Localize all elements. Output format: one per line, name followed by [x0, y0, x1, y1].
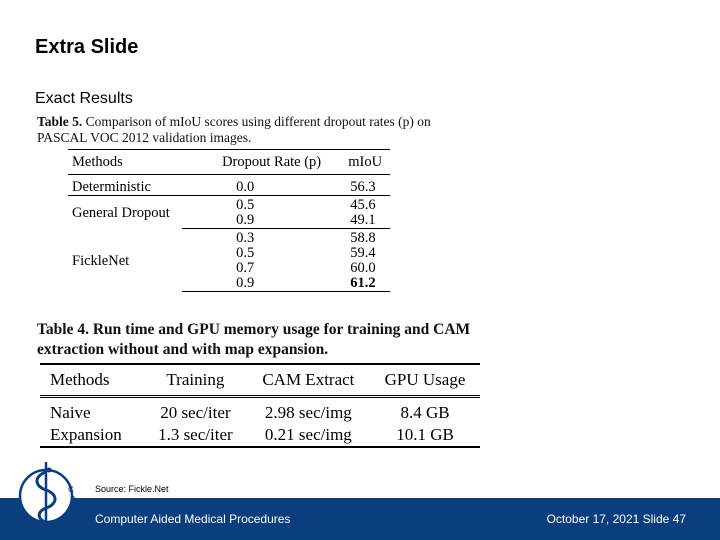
cam-cell: 2.98 sec/img: [264, 403, 352, 422]
table5-caption: Table 5. Comparison of mIoU scores using…: [37, 114, 437, 146]
table5-header-rate: Dropout Rate (p): [182, 149, 337, 175]
cam-cell: 0.21 sec/img: [246, 424, 371, 448]
table5: Methods Dropout Rate (p) mIoU Determinis…: [68, 149, 390, 292]
slide-subtitle: Exact Results: [35, 90, 133, 107]
table5-caption-text: Comparison of mIoU scores using differen…: [37, 114, 431, 145]
table-row: 0.9 61.2: [68, 276, 390, 292]
source-note: Source: Fickle.Net: [95, 484, 169, 494]
table-row: FickleNet 0.3 58.8: [68, 229, 390, 268]
miou-cell: 59.4: [350, 245, 376, 261]
table4-caption: Table 4. Run time and GPU memory usage f…: [37, 320, 487, 360]
table4: Methods Training CAM Extract GPU Usage N…: [40, 363, 480, 448]
logo-letter-a: A: [71, 495, 77, 504]
rate-cell: 0.7: [236, 260, 255, 276]
miou-cell-best: 61.2: [336, 276, 390, 292]
rate-cell: 0.5: [236, 245, 255, 261]
table5-header-miou: mIoU: [336, 149, 390, 175]
table-row: Deterministic 0.0 56.3: [68, 174, 390, 196]
method-cell: Expansion: [40, 424, 145, 448]
miou-cell: 60.0: [350, 260, 376, 276]
rate-cell: 0.5: [236, 197, 255, 213]
table-row: General Dropout 0.5 45.6: [68, 196, 390, 221]
table4-header-training: Training: [144, 363, 247, 398]
caduceus-logo-icon: C A M P: [18, 462, 77, 530]
table-row: 0.9 49.1: [68, 213, 390, 229]
gpu-cell: 10.1 GB: [370, 424, 480, 448]
table4-header-methods: Methods: [40, 363, 145, 398]
method-cell: General Dropout: [72, 204, 170, 221]
rate-cell: 0.9: [182, 276, 337, 292]
table4-caption-label: Table 4.: [37, 321, 89, 338]
logo-serpent-head: [46, 467, 52, 473]
table-row: Naive 20 sec/iter 2.98 sec/img 8.4 GB: [40, 397, 480, 425]
method-cell: FickleNet: [72, 252, 130, 269]
footer-bar: Computer Aided Medical Procedures Octobe…: [0, 498, 720, 540]
logo-letter-m: M: [70, 505, 77, 514]
table4-caption-text: Run time and GPU memory usage for traini…: [37, 321, 471, 358]
footer-org-name: Computer Aided Medical Procedures: [95, 512, 291, 526]
logo-serpent: [35, 470, 57, 524]
table-row: 0.7 60.0: [68, 261, 390, 276]
method-cell: Naive: [50, 403, 91, 422]
table4-header-row: Methods Training CAM Extract GPU Usage: [40, 363, 480, 398]
miou-cell: 49.1: [336, 213, 390, 229]
gpu-cell: 8.4 GB: [400, 403, 450, 422]
table-row: 0.5 59.4: [68, 246, 390, 261]
rate-cell: 0.0: [182, 174, 337, 196]
table5-header-row: Methods Dropout Rate (p) mIoU: [68, 149, 390, 175]
table4-header-gpu: GPU Usage: [370, 363, 480, 398]
slide-title: Extra Slide: [35, 36, 139, 58]
rate-cell: 0.3: [236, 230, 255, 246]
method-cell: Deterministic: [68, 174, 183, 196]
table5-caption-label: Table 5.: [37, 114, 83, 129]
miou-cell: 58.8: [350, 230, 376, 246]
training-cell: 1.3 sec/iter: [144, 424, 247, 448]
table5-header-methods: Methods: [68, 149, 183, 175]
table-row: Expansion 1.3 sec/iter 0.21 sec/img 10.1…: [40, 424, 480, 448]
logo-letter-c: C: [68, 485, 74, 494]
rate-cell: 0.9: [182, 213, 337, 229]
table4-header-cam: CAM Extract: [246, 363, 371, 398]
miou-cell: 56.3: [336, 174, 390, 196]
training-cell: 20 sec/iter: [160, 403, 231, 422]
footer-date-slide: October 17, 2021 Slide 47: [546, 512, 686, 526]
logo-letter-p: P: [66, 514, 71, 523]
miou-cell: 45.6: [350, 197, 376, 213]
